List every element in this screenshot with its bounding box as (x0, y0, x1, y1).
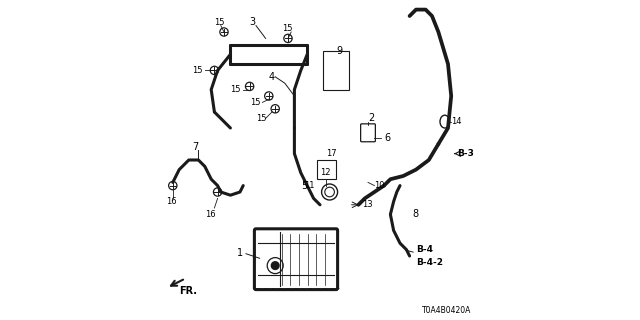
Circle shape (214, 188, 222, 196)
Text: FR.: FR. (179, 286, 197, 296)
Text: 16: 16 (166, 197, 177, 206)
Text: 15: 15 (230, 85, 241, 94)
Text: 1: 1 (237, 248, 243, 258)
Text: 17: 17 (326, 149, 337, 158)
FancyBboxPatch shape (361, 124, 375, 142)
Text: 6: 6 (384, 132, 390, 143)
Bar (317, 160, 336, 179)
Text: 3: 3 (250, 17, 256, 28)
Text: B-4-2: B-4-2 (416, 258, 443, 267)
Circle shape (265, 92, 273, 100)
Text: 15: 15 (282, 24, 292, 33)
Bar (323, 51, 349, 90)
Circle shape (246, 82, 254, 91)
Text: B-4: B-4 (416, 245, 433, 254)
Circle shape (284, 34, 292, 43)
Circle shape (220, 28, 228, 36)
FancyBboxPatch shape (254, 229, 338, 290)
Text: 16: 16 (205, 210, 216, 219)
Text: 2: 2 (368, 113, 374, 124)
Text: 15: 15 (250, 98, 260, 107)
Circle shape (169, 181, 177, 190)
Text: 11: 11 (304, 181, 314, 190)
Text: 15: 15 (214, 18, 225, 27)
Text: 10: 10 (374, 181, 385, 190)
Ellipse shape (440, 115, 450, 128)
Text: T0A4B0420A: T0A4B0420A (422, 306, 472, 315)
Text: 5: 5 (301, 180, 307, 191)
Text: 15: 15 (256, 114, 266, 123)
Circle shape (210, 66, 219, 75)
Circle shape (268, 258, 283, 274)
Circle shape (322, 184, 338, 200)
Text: 13: 13 (362, 200, 372, 209)
Circle shape (324, 187, 335, 197)
Text: 7: 7 (192, 142, 198, 152)
Text: 14: 14 (451, 117, 461, 126)
Circle shape (271, 105, 280, 113)
Text: B-3: B-3 (458, 149, 474, 158)
Text: 9: 9 (336, 46, 342, 56)
Text: 12: 12 (320, 168, 330, 177)
Text: 4: 4 (269, 72, 275, 82)
Circle shape (271, 262, 279, 269)
Text: 15: 15 (192, 66, 202, 75)
Text: 8: 8 (413, 209, 419, 220)
